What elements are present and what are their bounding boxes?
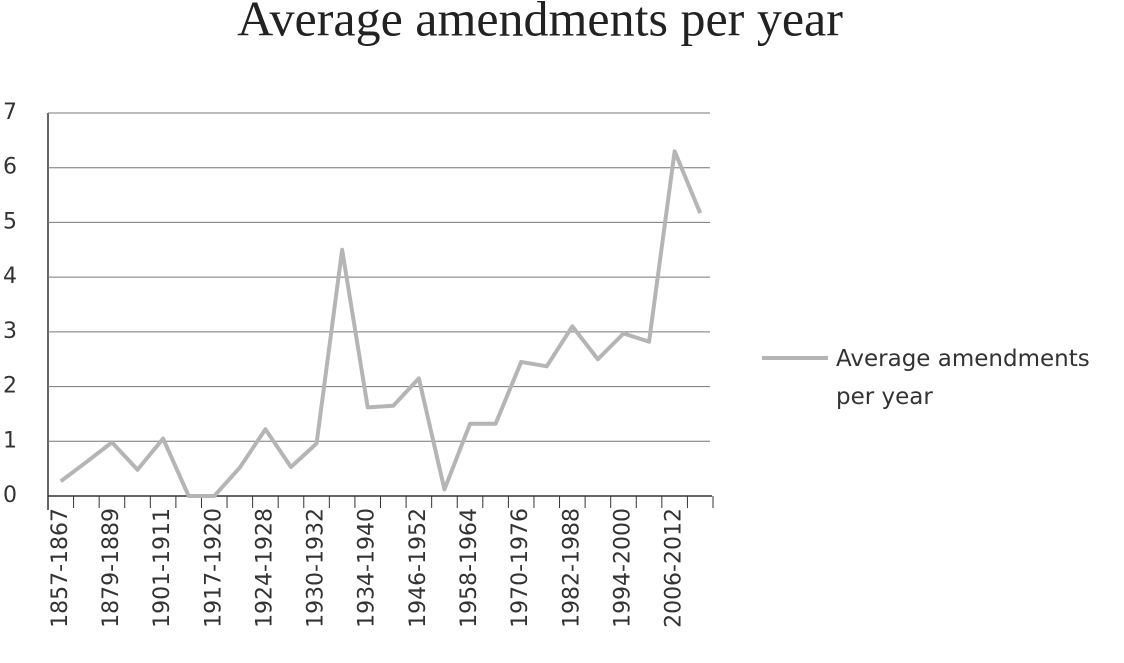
x-tick-label: 1930-1932 [304,508,329,628]
y-tick-label: 6 [3,155,17,180]
x-tick-label: 1917-1920 [201,508,226,628]
y-tick-label: 2 [3,374,17,399]
x-tick-label: 2006-2012 [662,508,687,628]
x-tick-label: 1982-1988 [559,508,584,628]
x-tick-label: 1970-1976 [508,508,533,628]
data-line [59,149,703,498]
y-tick-label: 5 [3,209,17,234]
chart-title: Average amendments per year [237,0,843,46]
x-tick-label: 1946-1952 [406,508,431,628]
x-tick-label: 1857-1867 [48,508,73,628]
legend-label: Average amendments per year [836,346,1090,410]
y-tick-label: 0 [3,483,17,508]
x-tick-label: 1924-1928 [252,508,277,628]
y-tick-label: 4 [3,264,17,289]
x-tick-label: 1879-1889 [99,508,124,628]
x-tick-label: 1994-2000 [610,508,635,628]
x-tick-label: 1901-1911 [150,508,175,628]
y-tick-label: 7 [3,100,17,125]
y-tick-label: 1 [3,428,17,453]
x-tick-label: 1934-1940 [355,508,380,628]
x-tick-label: 1958-1964 [457,508,482,628]
y-tick-label: 3 [3,319,17,344]
